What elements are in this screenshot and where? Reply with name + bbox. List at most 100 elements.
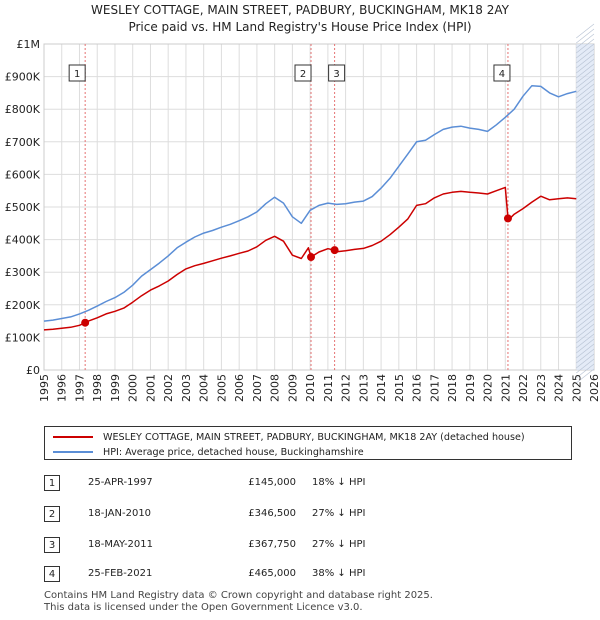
x-axis-ticks: 1995 1996 1997 1998 1999 2000 2001 2002 2003 2004… <box>38 374 600 402</box>
projection-hatch <box>576 328 595 344</box>
y-tick-label: £300K <box>5 266 41 279</box>
projection-hatch <box>576 153 595 169</box>
transaction-number: 3 <box>44 537 60 553</box>
projection-hatch <box>576 353 595 369</box>
transaction-row: 4 25-FEB-2021 £465,000 38% ↓ HPI <box>44 566 564 584</box>
projection-hatch <box>576 343 595 359</box>
projection-hatch <box>576 288 595 304</box>
x-tick-label: 2008 <box>269 374 282 402</box>
projection-hatch <box>576 213 595 229</box>
projection-hatch <box>576 103 595 119</box>
series-lines <box>43 84 577 331</box>
projection-hatch <box>576 23 595 39</box>
projection-hatch <box>576 168 595 184</box>
y-tick-label: £0 <box>26 364 40 377</box>
projection-hatch <box>576 63 595 79</box>
x-tick-label: 2007 <box>251 374 264 402</box>
sale-point <box>503 214 512 223</box>
legend-label-property: WESLEY COTTAGE, MAIN STREET, PADBURY, BU… <box>103 431 525 443</box>
projection-hatch <box>576 313 595 329</box>
transaction-date: 18-MAY-2011 <box>88 539 154 550</box>
x-tick-label: 2006 <box>233 374 246 402</box>
projection-hatch <box>576 93 595 109</box>
projection-hatch <box>576 98 595 114</box>
transaction-row: 2 18-JAN-2010 £346,500 27% ↓ HPI <box>44 506 564 524</box>
projection-hatch <box>576 253 595 269</box>
projection-hatch <box>576 258 595 274</box>
x-tick-label: 2014 <box>375 374 388 402</box>
sale-marker-box <box>493 64 511 82</box>
x-tick-label: 2026 <box>588 374 600 402</box>
projection-hatch <box>576 43 595 59</box>
x-tick-label: 2003 <box>180 374 193 402</box>
x-tick-label: 2018 <box>446 374 459 402</box>
projection-hatch <box>576 348 595 364</box>
legend: WESLEY COTTAGE, MAIN STREET, PADBURY, BU… <box>44 426 572 460</box>
transaction-hpi-diff: 38% ↓ HPI <box>312 568 366 579</box>
projection-hatch <box>576 228 595 244</box>
transaction-hpi-diff: 18% ↓ HPI <box>312 477 366 488</box>
sale-marker-label: 1 <box>74 69 80 80</box>
chart-grid <box>43 43 595 371</box>
transaction-hpi-diff: 27% ↓ HPI <box>312 539 366 550</box>
projection-hatch <box>576 143 595 159</box>
sale-marker-label: 3 <box>333 69 339 80</box>
projection-hatch <box>576 133 595 149</box>
y-tick-label: £400K <box>5 234 41 247</box>
x-tick-label: 2015 <box>393 374 406 402</box>
sale-point <box>81 318 90 327</box>
x-tick-label: 2022 <box>517 374 530 402</box>
sale-marker-box <box>294 64 312 82</box>
transaction-hpi-diff: 27% ↓ HPI <box>312 508 366 519</box>
projection-hatch <box>576 318 595 334</box>
property-price-line <box>43 186 577 331</box>
projection-shade <box>576 23 595 384</box>
projection-hatch <box>576 293 595 309</box>
x-tick-label: 2010 <box>304 374 317 402</box>
projection-hatch <box>576 48 595 64</box>
y-tick-label: £200K <box>5 299 41 312</box>
x-tick-label: 2017 <box>428 374 441 402</box>
projection-hatch <box>576 88 595 104</box>
transaction-date: 25-APR-1997 <box>88 477 153 488</box>
x-tick-label: 1997 <box>73 374 86 402</box>
projection-hatch <box>576 173 595 189</box>
transaction-price: £465,000 <box>248 568 296 579</box>
projection-hatch <box>576 118 595 134</box>
projection-hatch <box>576 368 595 384</box>
projection-hatch <box>576 123 595 139</box>
projection-hatch <box>576 263 595 279</box>
sale-point <box>307 253 316 262</box>
projection-hatch <box>576 223 595 239</box>
price-chart: 1 2 3 4 £0 £100K £200K £300K £400K £500K £600K £70… <box>5 23 600 402</box>
projection-hatch <box>576 178 595 194</box>
transaction-price: £145,000 <box>248 477 296 488</box>
projection-hatch <box>576 333 595 349</box>
x-tick-label: 1996 <box>56 374 69 402</box>
projection-hatch <box>576 358 595 374</box>
sale-points <box>81 214 512 327</box>
x-tick-label: 1998 <box>91 374 104 402</box>
projection-hatch <box>576 218 595 234</box>
sale-marker-box <box>328 64 346 82</box>
x-tick-label: 1999 <box>109 374 122 402</box>
transaction-row: 3 18-MAY-2011 £367,750 27% ↓ HPI <box>44 537 564 555</box>
y-tick-label: £500K <box>5 201 41 214</box>
transaction-price: £346,500 <box>248 508 296 519</box>
footer-licence: This data is licensed under the Open Gov… <box>44 602 363 613</box>
projection-hatch <box>576 38 595 54</box>
transaction-row: 1 25-APR-1997 £145,000 18% ↓ HPI <box>44 475 564 493</box>
projection-hatch <box>576 208 595 224</box>
projection-hatch <box>576 128 595 144</box>
chart-title: WESLEY COTTAGE, MAIN STREET, PADBURY, BU… <box>91 3 509 17</box>
x-tick-label: 2005 <box>215 374 228 402</box>
x-tick-label: 2012 <box>340 374 353 402</box>
hpi-line <box>43 84 577 322</box>
projection-hatch <box>576 238 595 254</box>
projection-hatch <box>576 303 595 319</box>
projection-hatch <box>576 73 595 89</box>
projection-area <box>576 44 594 370</box>
x-tick-label: 2011 <box>322 374 335 402</box>
sale-marker-label: 4 <box>499 69 505 80</box>
projection-hatch <box>576 138 595 154</box>
